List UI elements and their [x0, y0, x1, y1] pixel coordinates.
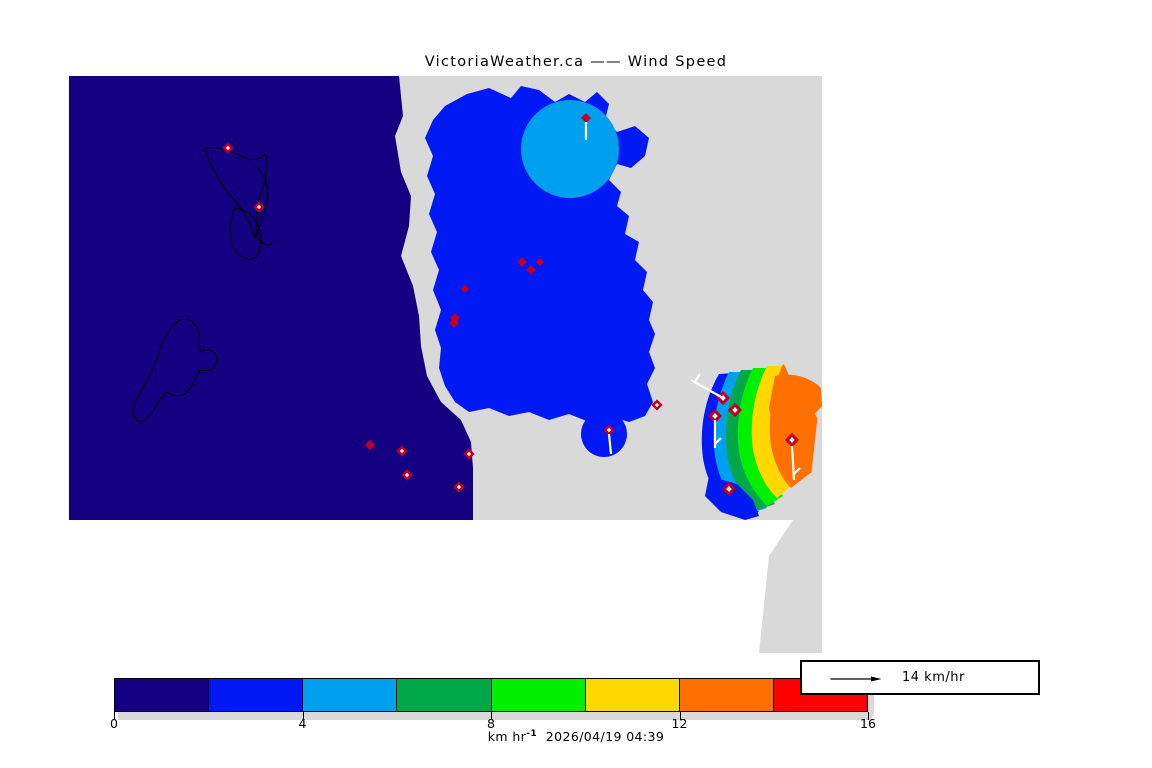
- colorbar-units-and-timestamp: km hr-1 2026/04/19 04:39: [0, 729, 1152, 744]
- map-panel[interactable]: [69, 76, 822, 653]
- colorbar[interactable]: [114, 678, 868, 712]
- land-overlay-southeast: [759, 326, 822, 653]
- colorbar-band-8-10: [491, 679, 586, 711]
- wind-band-4-6-core: [521, 100, 619, 198]
- colorbar-tick-16: [868, 712, 869, 720]
- colorbar-tick-4: [302, 712, 304, 720]
- wind-reference-legend: 14 km/hr: [800, 660, 1040, 695]
- colorbar-band-12-14: [679, 679, 774, 711]
- colorbar-band-4-6: [303, 679, 398, 711]
- colorbar-tick-label-0: 0: [110, 716, 118, 731]
- colorbar-tick-0: [114, 712, 115, 720]
- colorbar-band-6-8: [397, 679, 492, 711]
- wind-barbs: [584, 122, 801, 481]
- orange-peninsula: [769, 374, 822, 440]
- colorbar-tick-label-8: 8: [487, 716, 495, 731]
- wind-arrow-icon: [830, 676, 882, 682]
- colorbar-tick-label-12: 12: [671, 716, 688, 731]
- colorbar-tick-label-16: 16: [860, 716, 876, 731]
- colorbar-tick-8: [491, 712, 492, 720]
- wind-speed-contour-map: [69, 76, 822, 653]
- colorbar-shadow-right: [868, 682, 874, 716]
- colorbar-band-10-12: [585, 679, 680, 711]
- units-exponent: -1: [526, 729, 538, 739]
- colorbar-band-2-4: [209, 679, 304, 711]
- wind-reference-label: 14 km/hr: [902, 670, 965, 685]
- wind-band-2-4-southbay: [581, 411, 627, 457]
- wind-band-2-4-southeast: [705, 476, 759, 520]
- coastline-outlines: [132, 147, 274, 422]
- page-title: VictoriaWeather.ca —— Wind Speed: [424, 54, 728, 70]
- units-label: km hr: [487, 729, 527, 745]
- colorbar-tick-12: [679, 712, 681, 720]
- timestamp-label: 2026/04/19 04:39: [545, 729, 665, 745]
- colorbar-band-0-2: [115, 679, 210, 711]
- colorbar-tick-label-4: 4: [298, 716, 307, 731]
- colorbar-shadow: [118, 712, 872, 720]
